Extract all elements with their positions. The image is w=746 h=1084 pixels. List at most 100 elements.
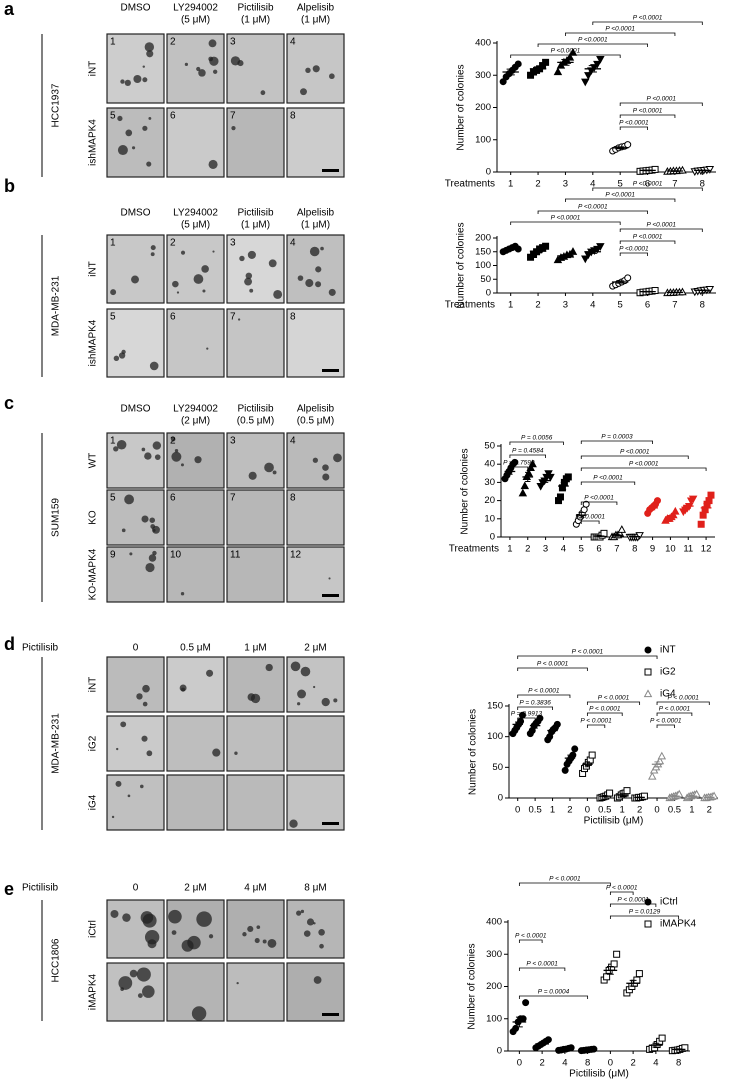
significance-bracket	[509, 466, 529, 470]
cell-number: 8	[290, 111, 296, 122]
row-label: WT	[88, 453, 99, 469]
colony	[333, 698, 338, 703]
point	[571, 745, 579, 753]
point	[648, 771, 657, 780]
y-tick-label: 50	[484, 441, 495, 452]
colony	[329, 73, 335, 80]
y-tick-label: 30	[484, 477, 495, 488]
colony	[171, 930, 177, 935]
significance-bracket	[517, 717, 536, 721]
colony	[136, 967, 151, 982]
cell-number: 3	[230, 436, 236, 447]
point	[610, 960, 618, 968]
colony	[110, 909, 119, 918]
x-tick-label: 8	[585, 1058, 590, 1069]
significance-bracket	[518, 995, 589, 999]
p-value: P <0.0001	[633, 234, 663, 241]
micrograph	[106, 33, 165, 104]
p-value: P = 0.0129	[629, 909, 661, 916]
x-axis-label: Pictilisib (μM)	[584, 816, 644, 827]
row-label: ishMAPK4	[88, 119, 99, 166]
significance-bracket	[580, 455, 689, 459]
y-tick-label: 0	[490, 532, 495, 543]
p-value: P < 0.0001	[598, 695, 630, 702]
colony	[303, 930, 311, 937]
colony	[113, 446, 119, 452]
colony	[264, 462, 274, 473]
colony	[201, 265, 209, 273]
significance-bracket	[518, 967, 566, 971]
point	[565, 52, 575, 61]
colony	[144, 930, 160, 945]
point	[561, 766, 569, 774]
y-tick-label: 200	[475, 102, 491, 113]
colony	[194, 456, 202, 464]
significance-bracket	[586, 724, 606, 728]
colony	[267, 939, 277, 948]
micrograph	[226, 899, 285, 959]
point	[564, 473, 572, 481]
cell-number: 11	[230, 550, 241, 561]
colony	[144, 42, 155, 52]
colony	[236, 982, 239, 985]
colony	[184, 62, 189, 67]
error-bar	[584, 1049, 592, 1051]
cell-number: 4	[290, 37, 296, 48]
micrograph	[286, 308, 345, 378]
y-tick-label: 20	[484, 495, 495, 506]
micrograph	[286, 899, 345, 959]
point	[511, 458, 519, 466]
p-value: P <0.0001	[578, 37, 608, 44]
x-tick-label: 3	[563, 300, 568, 311]
x-tick-label: 12	[701, 544, 712, 555]
error-bar	[637, 796, 643, 799]
error-bar	[689, 795, 695, 798]
colony	[315, 266, 322, 273]
y-axis-label: Number of colonies	[456, 64, 467, 150]
significance-bracket	[592, 21, 703, 25]
legend-label: iCtrl	[660, 897, 678, 908]
significance-bracket	[619, 126, 648, 130]
colony	[196, 66, 201, 72]
p-value: P < 0.0001	[659, 706, 691, 713]
row-label: iNT	[88, 61, 99, 77]
p-value: P = 0.3836	[519, 700, 551, 707]
colony	[249, 288, 254, 293]
point	[678, 287, 687, 296]
colony	[256, 925, 261, 929]
x-tick-label: 0.5	[529, 805, 542, 816]
point	[590, 1045, 598, 1053]
x-tick-label: 4	[653, 1058, 658, 1069]
point	[617, 525, 627, 533]
colony	[124, 79, 131, 86]
colony	[129, 552, 133, 556]
x-tick-label: 3	[563, 179, 568, 190]
column-header: 0	[133, 883, 139, 894]
point	[596, 243, 605, 251]
p-value: P < 0.0001	[580, 718, 612, 725]
colony	[312, 65, 320, 73]
error-bar	[667, 515, 674, 519]
micrograph	[226, 489, 285, 546]
colony	[237, 318, 241, 321]
cell-line-label: MDA-MB-231	[51, 713, 62, 774]
p-value: P <0.0001	[584, 495, 614, 502]
p-value: P <0.0001	[551, 48, 581, 55]
colony	[172, 280, 179, 288]
colony	[144, 452, 152, 460]
colony	[193, 274, 204, 284]
error-bar	[629, 979, 637, 987]
point	[681, 1044, 689, 1052]
cell-number: 5	[110, 493, 116, 504]
significance-bracket	[580, 520, 600, 524]
point	[640, 792, 648, 800]
significance-bracket	[510, 54, 621, 58]
significance-bracket	[517, 694, 571, 698]
x-tick-label: 8	[700, 300, 705, 311]
colony	[321, 697, 330, 707]
x-tick-label: 1	[689, 805, 694, 816]
error-bar	[561, 254, 570, 258]
point	[567, 1044, 575, 1052]
colony	[152, 441, 162, 450]
